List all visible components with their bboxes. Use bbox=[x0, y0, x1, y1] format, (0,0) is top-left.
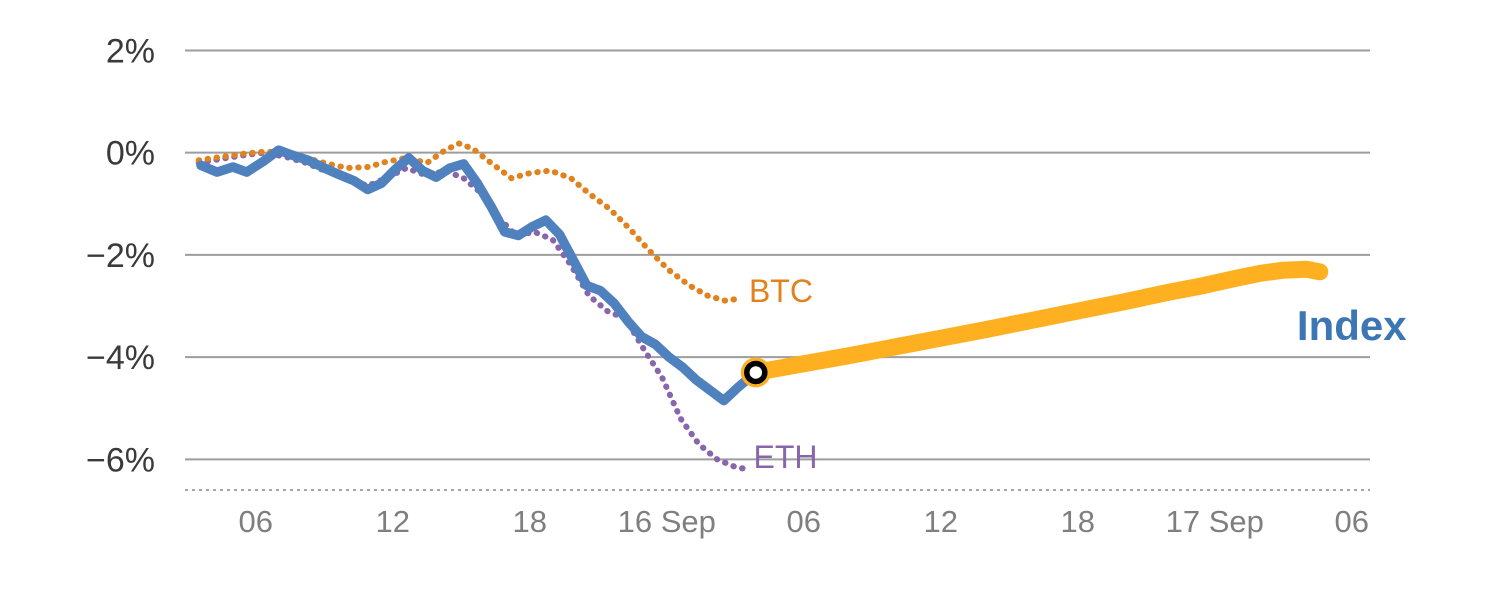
series-label-btc: BTC bbox=[748, 272, 813, 309]
x-axis-tick-label: 12 bbox=[376, 504, 410, 539]
current-value-marker bbox=[744, 360, 768, 385]
series-label-index: Index bbox=[1296, 302, 1407, 350]
x-axis-tick-label: 18 bbox=[513, 504, 547, 539]
x-axis-tick-label: 06 bbox=[1334, 504, 1368, 539]
x-axis-tick-label: 16 Sep bbox=[618, 504, 716, 539]
y-axis-tick-label: −4% bbox=[86, 339, 155, 377]
series-line-index_live bbox=[747, 260, 1329, 381]
x-axis-tick-label: 12 bbox=[924, 504, 958, 539]
x-axis-tick-label: 17 Sep bbox=[1166, 504, 1264, 539]
y-axis-tick-label: −2% bbox=[86, 237, 155, 275]
y-axis-tick-label: 2% bbox=[106, 32, 155, 70]
x-axis-tick-label: 18 bbox=[1061, 504, 1095, 539]
x-axis-tick-label: 06 bbox=[239, 504, 273, 539]
y-axis-tick-label: 0% bbox=[106, 135, 155, 173]
series-label-eth: ETH bbox=[753, 438, 818, 475]
series-line-index bbox=[196, 145, 761, 406]
x-axis-tick-label: 06 bbox=[787, 504, 821, 539]
series-line-eth bbox=[195, 149, 752, 473]
y-axis-tick-label: −6% bbox=[86, 441, 155, 479]
